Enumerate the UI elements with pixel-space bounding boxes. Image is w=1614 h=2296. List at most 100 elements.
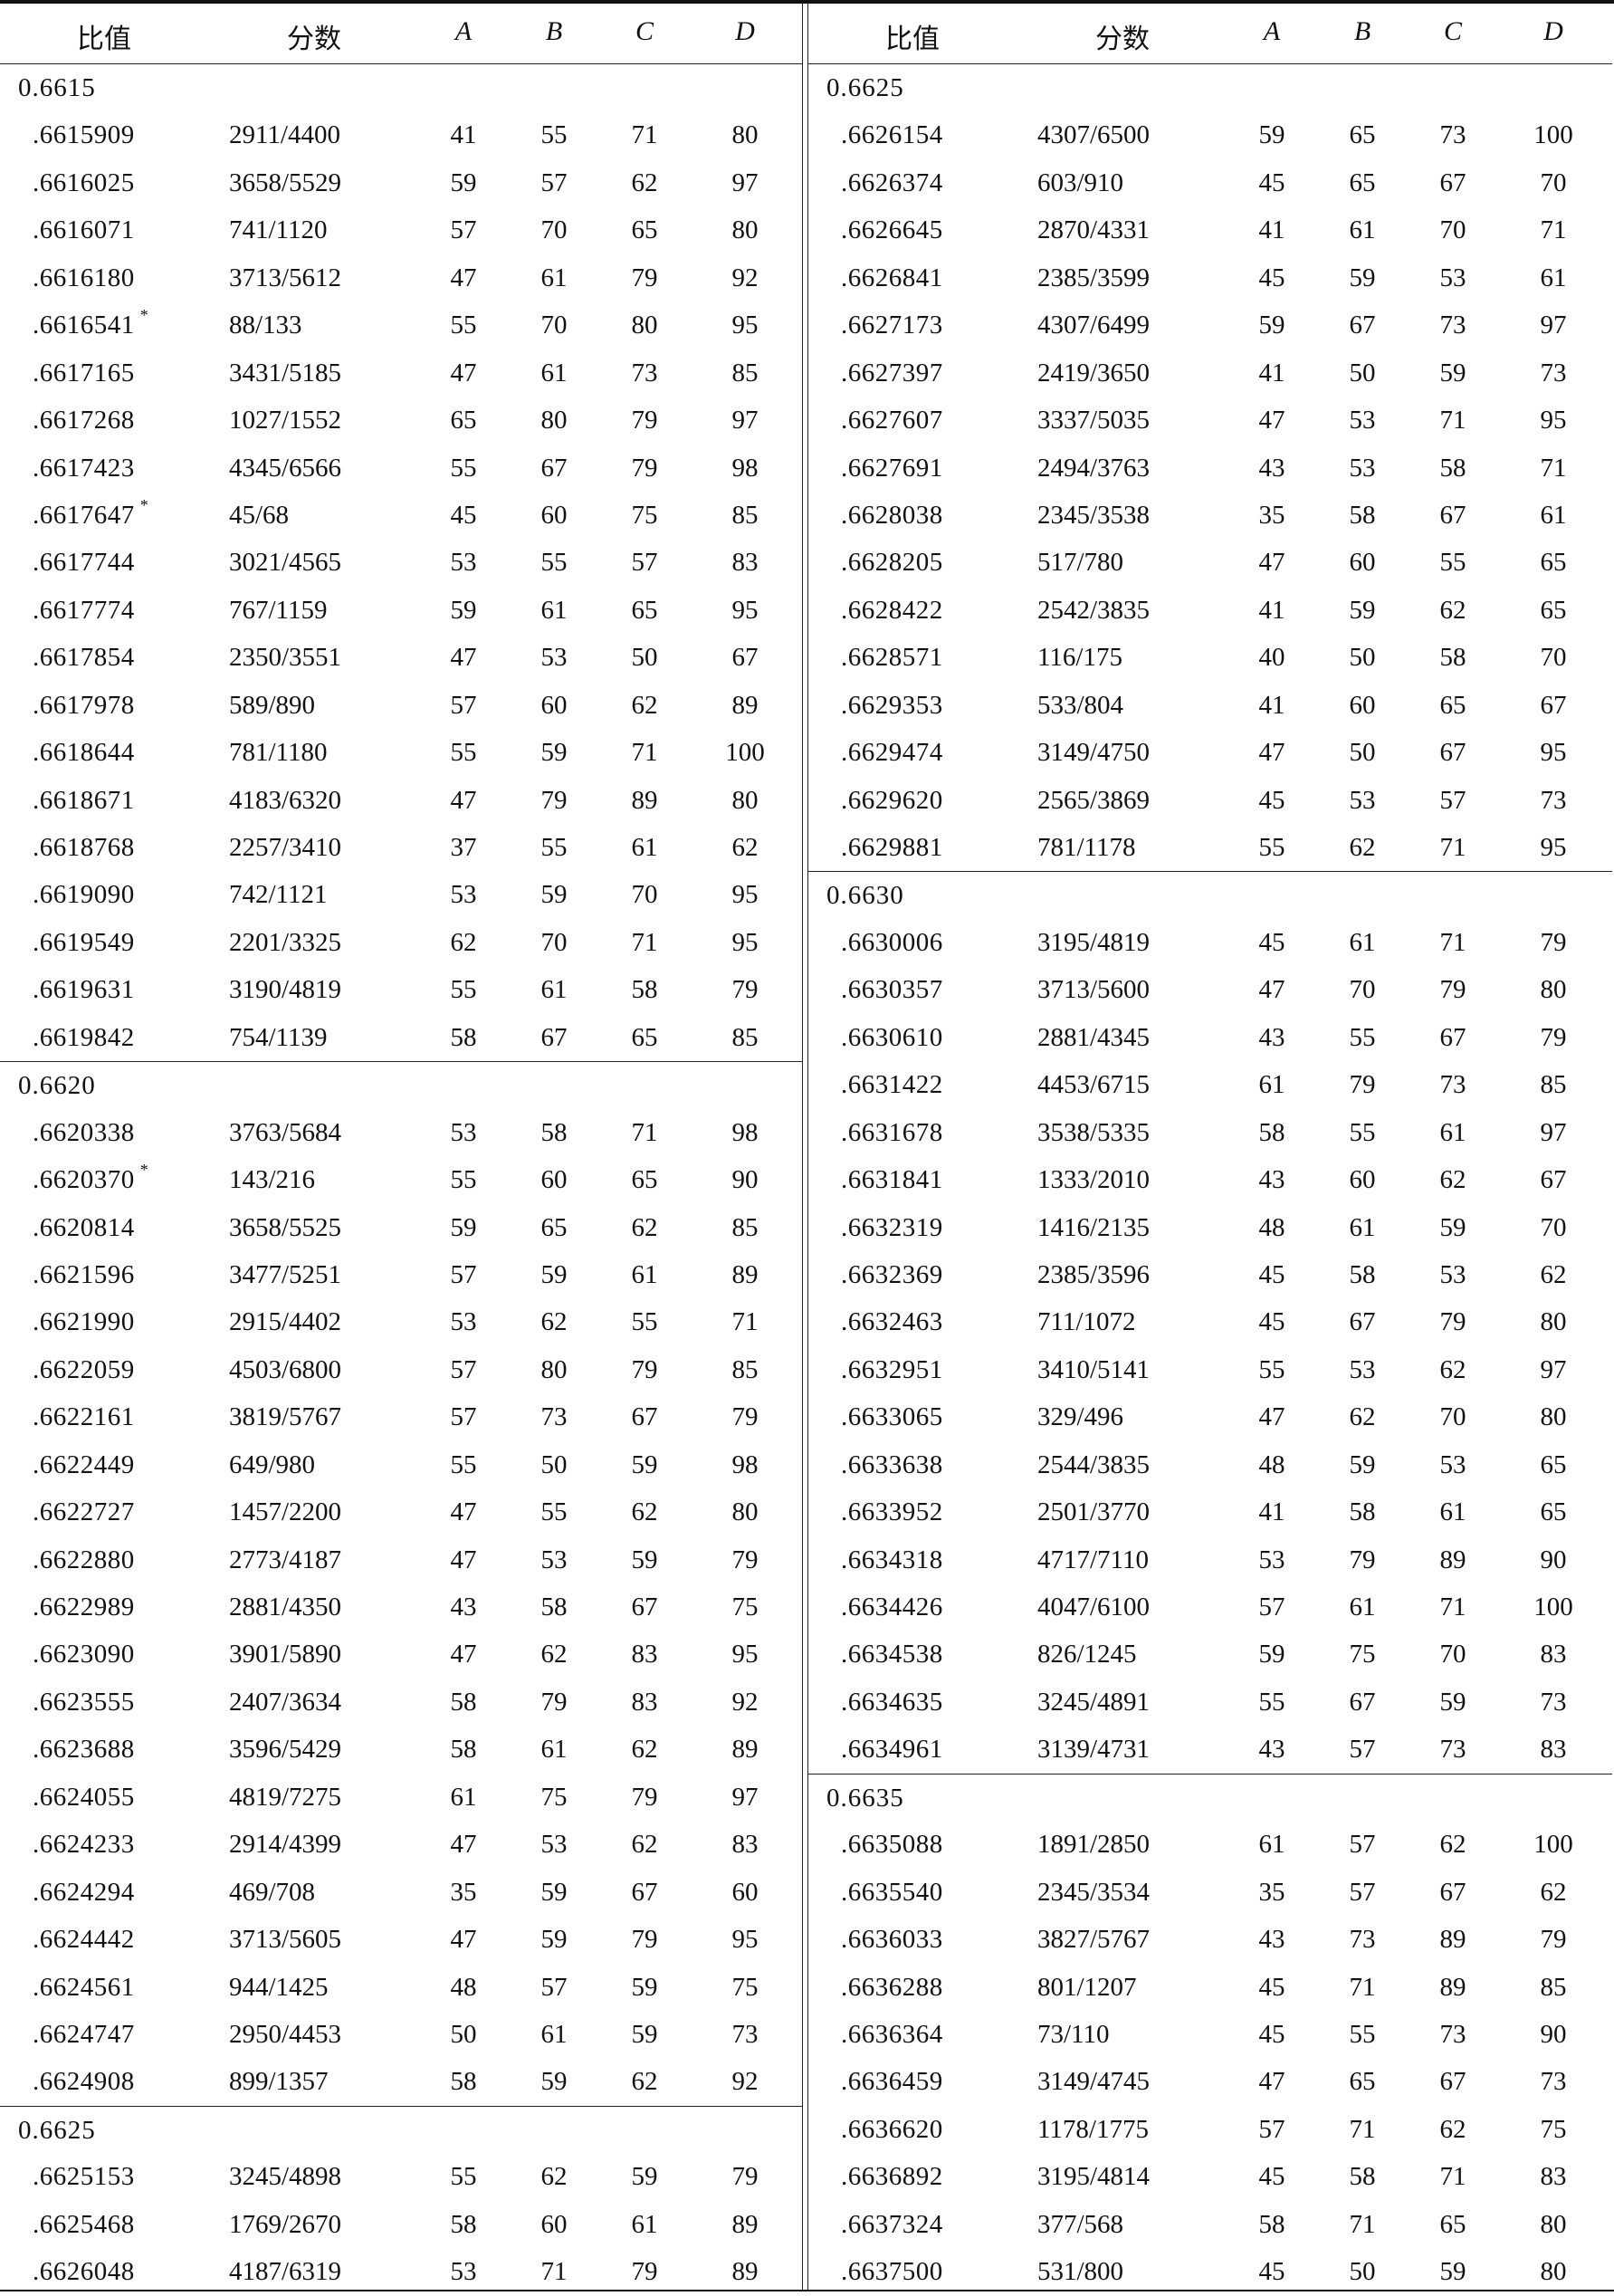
- table-row: .6634961 3139/4731 43 57 73 83: [808, 1726, 1612, 1773]
- ratio-value: .6623688: [33, 1726, 135, 1773]
- col-a-value: 61: [1258, 1070, 1285, 1100]
- col-a-value: 40: [1258, 643, 1285, 673]
- ratio-value-text: .6631422: [841, 1070, 943, 1100]
- ratio-value: .6630610: [841, 1014, 943, 1061]
- col-c-value: 61: [631, 2209, 658, 2239]
- table-row: .6626048 4187/6319 53 71 79 89: [0, 2248, 802, 2295]
- ratio-value-text: .6636033: [841, 1925, 943, 1955]
- ratio-value-text: .6625153: [33, 2162, 135, 2192]
- ratio-value: .6627397: [841, 349, 943, 397]
- fraction-value: 3596/5429: [229, 1735, 342, 1765]
- col-a-value: 47: [450, 1640, 477, 1669]
- ratio-value: .6619549: [33, 919, 135, 966]
- ratio-value: .6617165: [33, 349, 135, 397]
- col-a-value: 61: [450, 1782, 477, 1812]
- col-b-value: 80: [540, 406, 568, 435]
- table-row: .6616541 * 88/133 55 70 80 95: [0, 301, 802, 349]
- ratio-value: .6623090: [33, 1631, 135, 1678]
- fraction-value: 2881/4345: [1037, 1022, 1151, 1052]
- col-c-value: 79: [631, 263, 658, 292]
- col-d-value: 83: [1540, 2162, 1567, 2192]
- header-b: B: [1353, 16, 1371, 46]
- ratio-value: .6636033: [841, 1916, 943, 1963]
- col-a-value: 55: [1258, 1687, 1285, 1717]
- col-d-value: 79: [1540, 927, 1567, 957]
- ratio-value: .6622727: [33, 1488, 135, 1535]
- col-c-value: 73: [631, 358, 658, 387]
- col-c-value: 79: [631, 1354, 658, 1384]
- col-b-value: 60: [540, 2209, 568, 2239]
- table-row: .6617647 * 45/68 45 60 75 85: [0, 492, 802, 539]
- ratio-value: .6622880: [33, 1536, 135, 1583]
- col-c-value: 57: [631, 548, 658, 578]
- ratio-value-text: .6629474: [841, 738, 943, 768]
- table-row: .6633638 2544/3835 48 59 53 65: [808, 1441, 1612, 1488]
- table-row: .6636892 3195/4814 45 58 71 83: [808, 2153, 1612, 2200]
- col-b-value: 73: [1349, 1925, 1376, 1955]
- col-c-value: 62: [631, 2067, 658, 2097]
- fraction-value: 1333/2010: [1037, 1165, 1151, 1195]
- col-a-value: 59: [450, 595, 477, 625]
- col-c-value: 80: [631, 311, 658, 340]
- col-a-value: 55: [1258, 1354, 1285, 1384]
- header-ratio: 比值: [77, 24, 131, 54]
- col-c-value: 71: [631, 927, 658, 957]
- col-a-value: 47: [1258, 738, 1285, 768]
- ratio-value-text: .6636892: [841, 2162, 943, 2192]
- col-b-value: 58: [1349, 500, 1376, 530]
- col-b-value: 60: [1349, 548, 1376, 578]
- col-b-value: 55: [1349, 1117, 1376, 1147]
- fraction-value: 2565/3869: [1037, 785, 1151, 815]
- fraction-value: 3431/5185: [229, 358, 342, 387]
- header-d: D: [735, 16, 755, 46]
- ratio-value: .6616025: [33, 159, 135, 206]
- col-b-value: 75: [1349, 1640, 1376, 1669]
- col-a-value: 57: [450, 1259, 477, 1289]
- col-b-value: 59: [540, 2067, 568, 2097]
- fraction-value: 531/800: [1037, 2257, 1124, 2287]
- fraction-value: 2911/4400: [229, 120, 340, 150]
- ratio-value: .6620370 *: [33, 1156, 148, 1203]
- ratio-value: .6616180: [33, 254, 135, 301]
- col-a-value: 41: [1258, 690, 1285, 720]
- table-row: .6624294 469/708 35 59 67 60: [0, 1869, 802, 1916]
- col-d-value: 79: [731, 975, 759, 1005]
- col-a-value: 35: [1258, 1877, 1285, 1907]
- col-d-value: 65: [1540, 1497, 1567, 1527]
- col-c-value: 59: [631, 1449, 658, 1479]
- col-a-value: 47: [1258, 548, 1285, 578]
- col-b-value: 61: [540, 263, 568, 292]
- col-a-value: 47: [1258, 406, 1285, 435]
- group-heading: 0.6620: [0, 1061, 802, 1108]
- table-row: .6627691 2494/3763 43 53 58 71: [808, 445, 1612, 492]
- ratio-value: .6620814: [33, 1204, 135, 1251]
- col-c-value: 70: [1439, 1402, 1466, 1432]
- table-row: .6634318 4717/7110 53 79 89 90: [808, 1536, 1612, 1583]
- ratio-value-text: .6624561: [33, 1972, 135, 2002]
- ratio-value: .6631841: [841, 1156, 943, 1203]
- table-row: .6617423 4345/6566 55 67 79 98: [0, 445, 802, 492]
- table-row: .6634426 4047/6100 57 61 71 100: [808, 1583, 1612, 1631]
- col-a-value: 55: [450, 311, 477, 340]
- ratio-value: .6617268: [33, 397, 135, 444]
- ratio-value-text: .6631678: [841, 1117, 943, 1147]
- table-row: .6625153 3245/4898 55 62 59 79: [0, 2153, 802, 2200]
- fraction-value: 781/1180: [229, 738, 328, 768]
- table-row: .6624055 4819/7275 61 75 79 97: [0, 1774, 802, 1821]
- ratio-value-text: .6630357: [841, 975, 943, 1005]
- ratio-value-text: .6624908: [33, 2067, 135, 2097]
- col-a-value: 53: [450, 2257, 477, 2287]
- table-row: .6621990 2915/4402 53 62 55 71: [0, 1298, 802, 1345]
- ratio-value: .6626841: [841, 254, 943, 301]
- col-d-value: 70: [1540, 167, 1567, 197]
- ratio-value-text: .6624747: [33, 2019, 135, 2049]
- col-b-value: 55: [540, 833, 568, 862]
- col-b-value: 62: [1349, 1402, 1376, 1432]
- col-d-value: 61: [1540, 500, 1567, 530]
- ratio-value: .6636892: [841, 2153, 943, 2200]
- col-a-value: 43: [1258, 1165, 1285, 1195]
- table-row: .6619631 3190/4819 55 61 58 79: [0, 966, 802, 1013]
- ratio-value: .6634538: [841, 1631, 943, 1678]
- ratio-value-text: .6628038: [841, 500, 943, 530]
